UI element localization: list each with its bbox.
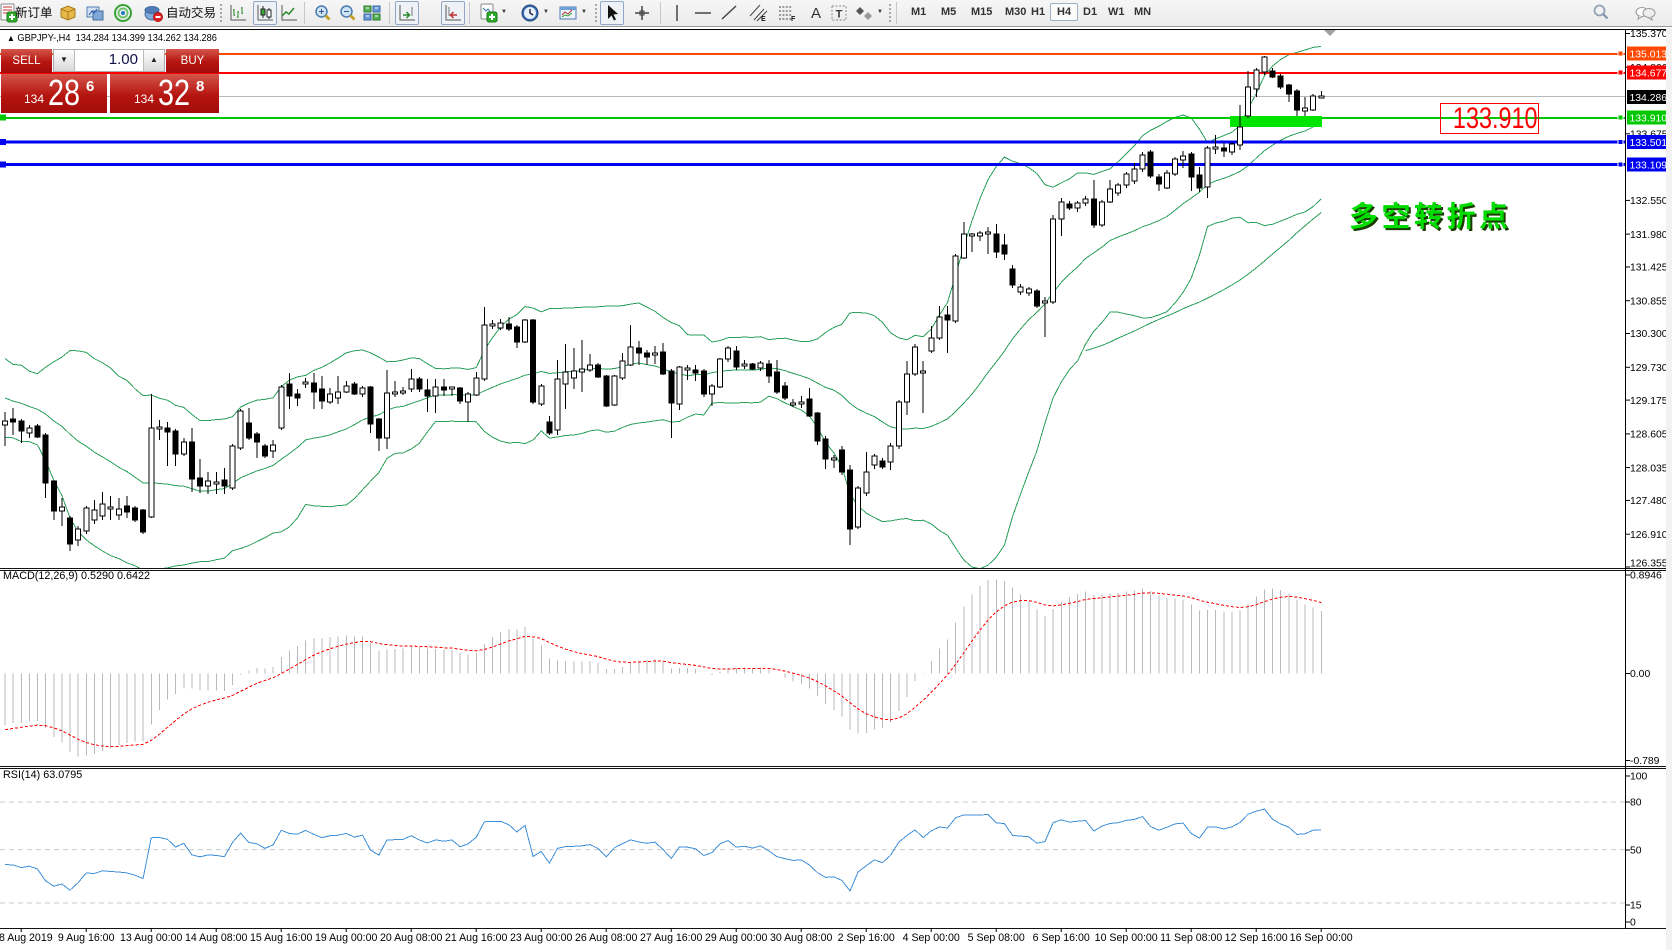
svg-text:F: F [791, 16, 796, 23]
svg-text:RSI(14) 63.0795: RSI(14) 63.0795 [3, 769, 82, 781]
svg-text:6 Sep 16:00: 6 Sep 16:00 [1033, 932, 1090, 944]
svg-text:127.480: 127.480 [1630, 496, 1668, 507]
svg-text:128.605: 128.605 [1630, 430, 1668, 441]
svg-text:100: 100 [1630, 772, 1648, 783]
svg-text:26 Aug 08:00: 26 Aug 08:00 [575, 932, 638, 944]
svg-text:10 Sep 00:00: 10 Sep 00:00 [1095, 932, 1158, 944]
svg-text:50: 50 [1630, 846, 1642, 857]
svg-text:0: 0 [1630, 918, 1636, 929]
svg-text:13 Aug 00:00: 13 Aug 00:00 [120, 932, 183, 944]
svg-text:126.355: 126.355 [1630, 559, 1668, 570]
svg-text:T: T [836, 9, 843, 21]
svg-text:131.980: 131.980 [1630, 230, 1668, 241]
svg-text:20 Aug 08:00: 20 Aug 08:00 [380, 932, 443, 944]
svg-text:130.300: 130.300 [1630, 329, 1668, 340]
svg-text:15 Aug 16:00: 15 Aug 16:00 [250, 932, 313, 944]
svg-text:131.425: 131.425 [1630, 263, 1668, 274]
svg-text:133.910: 133.910 [1630, 113, 1668, 124]
svg-text:130.855: 130.855 [1630, 296, 1668, 307]
svg-text:23 Aug 00:00: 23 Aug 00:00 [510, 932, 573, 944]
svg-text:4 Sep 00:00: 4 Sep 00:00 [903, 932, 960, 944]
svg-text:E: E [761, 16, 766, 23]
svg-text:5 Sep 08:00: 5 Sep 08:00 [968, 932, 1025, 944]
svg-text:8 Aug 2019: 8 Aug 2019 [0, 932, 53, 944]
svg-text:134.286: 134.286 [1630, 93, 1668, 104]
svg-text:12 Sep 16:00: 12 Sep 16:00 [1225, 932, 1288, 944]
svg-text:27 Aug 16:00: 27 Aug 16:00 [640, 932, 703, 944]
svg-text:80: 80 [1630, 798, 1642, 809]
svg-text:135.370: 135.370 [1630, 29, 1668, 40]
svg-text:2 Sep 16:00: 2 Sep 16:00 [838, 932, 895, 944]
svg-text:135.013: 135.013 [1630, 49, 1668, 60]
svg-text:129.175: 129.175 [1630, 396, 1668, 407]
svg-text:30 Aug 08:00: 30 Aug 08:00 [770, 932, 833, 944]
svg-text:15: 15 [1630, 901, 1642, 912]
svg-text:0.00: 0.00 [1630, 669, 1650, 680]
svg-text:-0.789: -0.789 [1630, 756, 1660, 767]
svg-text:132.550: 132.550 [1630, 196, 1668, 207]
svg-text:A: A [811, 5, 821, 22]
svg-text:29 Aug 00:00: 29 Aug 00:00 [705, 932, 768, 944]
svg-text:9 Aug 16:00: 9 Aug 16:00 [58, 932, 115, 944]
svg-text:133.501: 133.501 [1630, 138, 1668, 149]
svg-text:14 Aug 08:00: 14 Aug 08:00 [185, 932, 248, 944]
svg-text:16 Sep 00:00: 16 Sep 00:00 [1290, 932, 1353, 944]
svg-text:128.035: 128.035 [1630, 463, 1668, 474]
svg-text:MACD(12,26,9) 0.5290 0.6422: MACD(12,26,9) 0.5290 0.6422 [3, 570, 150, 582]
svg-text:11 Sep 08:00: 11 Sep 08:00 [1160, 932, 1222, 944]
svg-text:133.109: 133.109 [1630, 160, 1668, 171]
svg-text:126.910: 126.910 [1630, 530, 1668, 541]
svg-text:21 Aug 16:00: 21 Aug 16:00 [445, 932, 508, 944]
svg-text:19 Aug 00:00: 19 Aug 00:00 [315, 932, 378, 944]
svg-text:134.677: 134.677 [1630, 68, 1668, 79]
svg-text:0.8946: 0.8946 [1630, 571, 1662, 582]
svg-text:129.730: 129.730 [1630, 363, 1668, 374]
